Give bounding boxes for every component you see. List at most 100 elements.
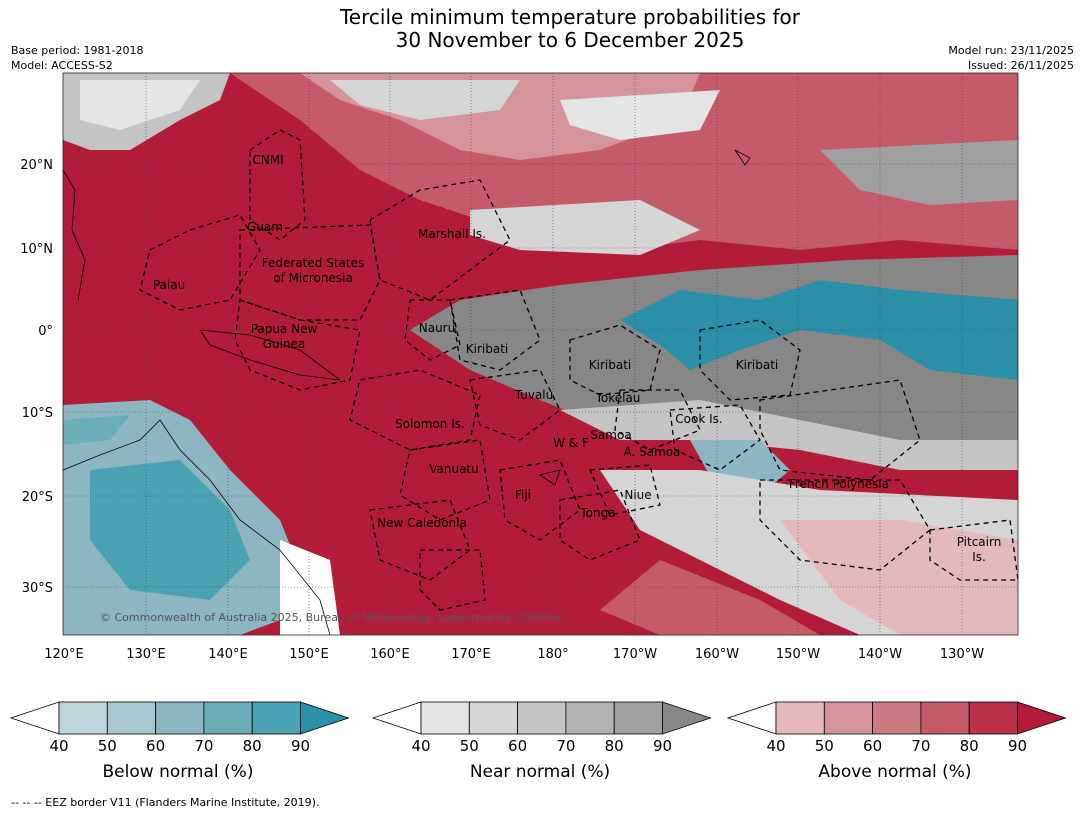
label-kiribati-w: Kiribati bbox=[466, 342, 508, 356]
label-vanuatu: Vanuatu bbox=[429, 462, 479, 476]
colorbar-tick: 40 bbox=[49, 737, 68, 755]
colorbar-segment bbox=[565, 701, 615, 735]
eez-norfolk bbox=[419, 549, 486, 611]
lat-tick: 10°S bbox=[22, 406, 53, 421]
lon-tick: 150°E bbox=[289, 647, 329, 662]
colorbar-segment bbox=[251, 701, 301, 735]
colorbar-segment bbox=[613, 701, 663, 735]
eez-french-polynesia-s bbox=[759, 479, 931, 571]
label-png-1: Papua New bbox=[251, 322, 318, 336]
colorbar-tick: 70 bbox=[911, 737, 930, 755]
colorbar-tick: 90 bbox=[1008, 737, 1027, 755]
region-labels: CNMI Guam Marshall Is. Federated States … bbox=[153, 153, 1001, 564]
colorbar-near-label: Near normal (%) bbox=[469, 762, 611, 782]
label-nauru: Nauru bbox=[419, 321, 455, 335]
label-kiribati-c: Kiribati bbox=[589, 358, 631, 372]
base-period: Base period: 1981-2018 bbox=[11, 44, 144, 57]
lat-tick: 10°N bbox=[20, 242, 53, 257]
copyright-note: © Commonwealth of Australia 2025, Bureau… bbox=[100, 611, 563, 624]
colorbar-tick: 70 bbox=[556, 737, 575, 755]
model-name: Model: ACCESS-S2 bbox=[11, 59, 113, 72]
label-cook: Cook Is. bbox=[675, 412, 722, 426]
label-marshall: Marshall Is. bbox=[418, 227, 486, 241]
eez-solomon bbox=[349, 369, 481, 451]
colorbar-tick: 40 bbox=[766, 737, 785, 755]
colorbar-segment bbox=[155, 701, 205, 735]
colorbar-tick: 90 bbox=[291, 737, 310, 755]
lon-tick: 160°W bbox=[695, 647, 739, 662]
colorbar-tick: 60 bbox=[508, 737, 527, 755]
label-samoa: Samoa bbox=[590, 428, 631, 442]
colorbar-segment bbox=[203, 701, 253, 735]
colorbar-tick: 50 bbox=[460, 737, 479, 755]
colorbar-extend-low bbox=[9, 701, 60, 735]
colorbar-segment bbox=[823, 701, 873, 735]
eez-cnmi bbox=[249, 129, 306, 241]
eez-palau bbox=[139, 214, 261, 311]
label-french-polynesia: French Polynesia bbox=[789, 477, 889, 491]
field-below-w bbox=[63, 415, 130, 445]
colorbar-extend-low bbox=[726, 701, 777, 735]
australia-coast bbox=[62, 419, 331, 636]
colorbar-above-label: Above normal (%) bbox=[818, 762, 972, 782]
colorbar-tick: 80 bbox=[243, 737, 262, 755]
colorbar-tick: 70 bbox=[194, 737, 213, 755]
colorbar-near-normal: 40 50 60 70 80 90 bbox=[371, 701, 712, 755]
label-fsm-1: Federated States bbox=[262, 256, 364, 270]
eez-cook bbox=[669, 404, 761, 471]
lat-tick: 0° bbox=[38, 324, 53, 339]
label-guam: Guam bbox=[247, 220, 283, 234]
eez-nauru bbox=[404, 299, 461, 361]
map-frame bbox=[62, 72, 1019, 636]
colorbar-below-label: Below normal (%) bbox=[102, 762, 254, 782]
colorbar-above-normal: 40 50 60 70 80 90 bbox=[726, 701, 1067, 755]
label-asamoa: A. Samoa bbox=[624, 445, 681, 459]
hawaii-coast bbox=[734, 149, 751, 166]
field-near-nw-light bbox=[80, 80, 200, 130]
colorbar-segment bbox=[775, 701, 825, 735]
colorbar-tick: 60 bbox=[146, 737, 165, 755]
eez-niue bbox=[589, 464, 661, 516]
field-near-mid bbox=[470, 200, 700, 255]
eez-borders bbox=[139, 129, 1019, 611]
eez-kiribati-e bbox=[699, 319, 801, 401]
meta-left: Base period: 1981-2018 Model: ACCESS-S2 bbox=[11, 43, 143, 73]
title-line-2: 30 November to 6 December 2025 bbox=[395, 28, 745, 52]
meta-right: Model run: 23/11/2025 Issued: 26/11/2025 bbox=[948, 43, 1074, 73]
colorbar-extend-high bbox=[1017, 701, 1067, 735]
colorbar-tick: 60 bbox=[863, 737, 882, 755]
lon-tick: 170°E bbox=[451, 647, 491, 662]
lat-tick: 30°S bbox=[22, 581, 53, 596]
colorbar-extend-high bbox=[300, 701, 350, 735]
field-near-n bbox=[330, 80, 520, 120]
eez-marshall bbox=[369, 179, 511, 301]
label-png-2: Guinea bbox=[263, 337, 306, 351]
lon-tick: 140°E bbox=[208, 647, 248, 662]
label-tonga: Tonga bbox=[579, 506, 615, 520]
model-run: Model run: 23/11/2025 bbox=[948, 44, 1074, 57]
field-below-sw-strong bbox=[90, 460, 250, 600]
lon-tick-labels: 120°E 130°E 140°E 150°E 160°E 170°E 180°… bbox=[44, 647, 984, 662]
eez-footer-note: -- -- -- EEZ border V11 (Flanders Marine… bbox=[11, 796, 320, 809]
colorbar-segment bbox=[517, 701, 567, 735]
colorbar-segment bbox=[106, 701, 157, 735]
lon-tick: 170°W bbox=[613, 647, 657, 662]
label-tokelau: Tokelau bbox=[595, 391, 641, 405]
colorbar-segment bbox=[872, 701, 922, 735]
colorbar-tick: 80 bbox=[605, 737, 624, 755]
label-fiji: Fiji bbox=[515, 488, 531, 502]
map-title: Tercile minimum temperature probabilitie… bbox=[0, 6, 1085, 52]
colorbar-segment bbox=[920, 701, 970, 735]
lon-tick: 160°E bbox=[370, 647, 410, 662]
issued-date: Issued: 26/11/2025 bbox=[967, 59, 1074, 72]
label-kiribati-e: Kiribati bbox=[736, 358, 778, 372]
colorbar-segment bbox=[420, 701, 470, 735]
field-near-n2 bbox=[560, 90, 720, 140]
label-cnmi: CNMI bbox=[252, 153, 283, 167]
colorbar-tick: 40 bbox=[411, 737, 430, 755]
label-palau: Palau bbox=[153, 278, 185, 292]
eez-vanuatu bbox=[399, 439, 491, 521]
colorbar-below-normal: 40 50 60 70 80 90 bbox=[9, 701, 350, 755]
field-above-s bbox=[600, 560, 820, 635]
